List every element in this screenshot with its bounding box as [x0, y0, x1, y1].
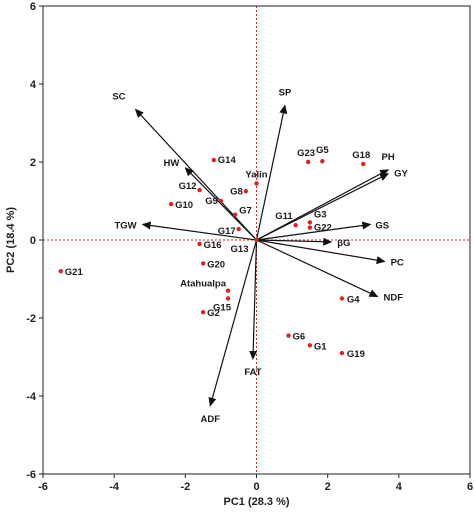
y-tick-label: 4 — [30, 79, 37, 91]
genotype-point — [254, 181, 259, 186]
genotype-point — [168, 201, 174, 207]
genotype-label: G9 — [205, 196, 218, 207]
genotype-point — [339, 296, 345, 301]
genotype-label: G18 — [352, 150, 370, 161]
y-tick-label: -6 — [26, 469, 36, 481]
y-tick-label: -4 — [26, 391, 37, 403]
y-axis-ticks: -6 -4 -2 0 2 4 6 — [26, 1, 43, 481]
trait-label: NDF — [383, 293, 403, 304]
y-tick-label: 2 — [30, 157, 36, 169]
x-tick-label: 4 — [396, 481, 403, 493]
genotype-label: G19 — [347, 349, 365, 360]
trait-label: TGW — [114, 220, 136, 231]
trait-vectors: SC SP HW PH GY TGW GS βG PC NDF FAT ADF — [112, 87, 408, 424]
trait-label: GY — [394, 169, 408, 180]
y-axis-label: PC2 (18.4 %) — [5, 207, 17, 273]
x-tick-label: -2 — [180, 481, 190, 493]
genotype-label: G5 — [316, 145, 329, 156]
genotype-point — [307, 220, 313, 225]
genotype-point — [286, 333, 291, 338]
x-tick-label: -6 — [38, 481, 48, 493]
genotype-point — [232, 212, 238, 217]
trait-vector — [249, 239, 258, 360]
trait-vector — [208, 239, 258, 407]
genotype-label: G14 — [218, 155, 237, 166]
trait-label: PC — [391, 257, 404, 268]
trait-label: ADF — [200, 414, 220, 425]
x-tick-label: 0 — [253, 481, 259, 493]
genotype-label: G17 — [218, 226, 236, 237]
x-axis-label: PC1 (28.3 %) — [223, 496, 289, 508]
genotype-point — [200, 309, 206, 315]
genotype-label: G4 — [347, 295, 360, 306]
y-tick-label: 0 — [30, 235, 36, 247]
trait-vector — [141, 221, 257, 241]
genotype-label: G16 — [204, 240, 222, 251]
trait-vector — [256, 239, 379, 298]
genotype-label: G2 — [207, 308, 220, 319]
genotype-point — [225, 296, 231, 301]
genotype-point — [200, 261, 206, 266]
trait-label: FAT — [244, 367, 261, 378]
genotype-point — [320, 159, 325, 164]
genotype-label: G11 — [275, 211, 293, 222]
genotype-label: G7 — [239, 206, 252, 217]
genotype-point — [236, 226, 241, 232]
trait-label: HW — [164, 158, 180, 169]
genotype-label: G12 — [179, 181, 197, 192]
trait-vector — [256, 221, 372, 241]
genotype-point — [307, 343, 313, 348]
genotype-point — [58, 269, 63, 274]
genotype-point — [225, 288, 231, 293]
genotype-label: G1 — [314, 341, 327, 352]
genotype-label: G20 — [207, 259, 225, 270]
genotype-label: G23 — [297, 148, 315, 159]
trait-label: PH — [382, 152, 395, 163]
x-tick-label: -4 — [109, 481, 120, 493]
trait-vector — [184, 167, 257, 241]
genotype-point — [339, 350, 345, 356]
genotype-point — [293, 222, 298, 228]
genotype-label: G10 — [175, 200, 193, 211]
trait-vector — [134, 108, 257, 241]
genotype-point — [218, 198, 224, 204]
trait-label: GS — [375, 220, 389, 231]
genotype-label: G3 — [314, 209, 327, 220]
genotype-point — [211, 157, 216, 163]
genotype-label: Yalin — [245, 169, 267, 180]
genotype-point — [254, 237, 259, 243]
genotype-label: Atahualpa — [180, 279, 227, 290]
x-axis-ticks: -6 -4 -2 0 2 4 6 — [38, 474, 473, 493]
genotype-label: G6 — [293, 332, 306, 343]
y-tick-label: 6 — [30, 1, 36, 13]
trait-vector — [255, 104, 288, 241]
genotype-label: G22 — [314, 223, 332, 234]
genotype-point — [197, 241, 202, 247]
genotype-label: G8 — [230, 186, 243, 197]
genotype-point — [361, 161, 366, 167]
x-tick-label: 2 — [325, 481, 331, 493]
genotype-point — [197, 187, 202, 193]
genotype-point — [307, 225, 313, 230]
x-tick-label: 6 — [467, 481, 473, 493]
genotype-label: G13 — [231, 244, 249, 255]
genotype-point — [243, 189, 249, 194]
trait-label: SP — [279, 87, 292, 98]
trait-label: βG — [337, 238, 350, 249]
trait-vector — [256, 239, 386, 265]
genotype-point — [305, 159, 311, 165]
genotype-label: G21 — [65, 267, 84, 278]
trait-label: SC — [112, 91, 125, 102]
trait-vector — [256, 237, 333, 246]
trait-vector — [256, 173, 390, 241]
y-tick-label: -2 — [26, 313, 36, 325]
genotype-label: G15 — [213, 303, 232, 314]
